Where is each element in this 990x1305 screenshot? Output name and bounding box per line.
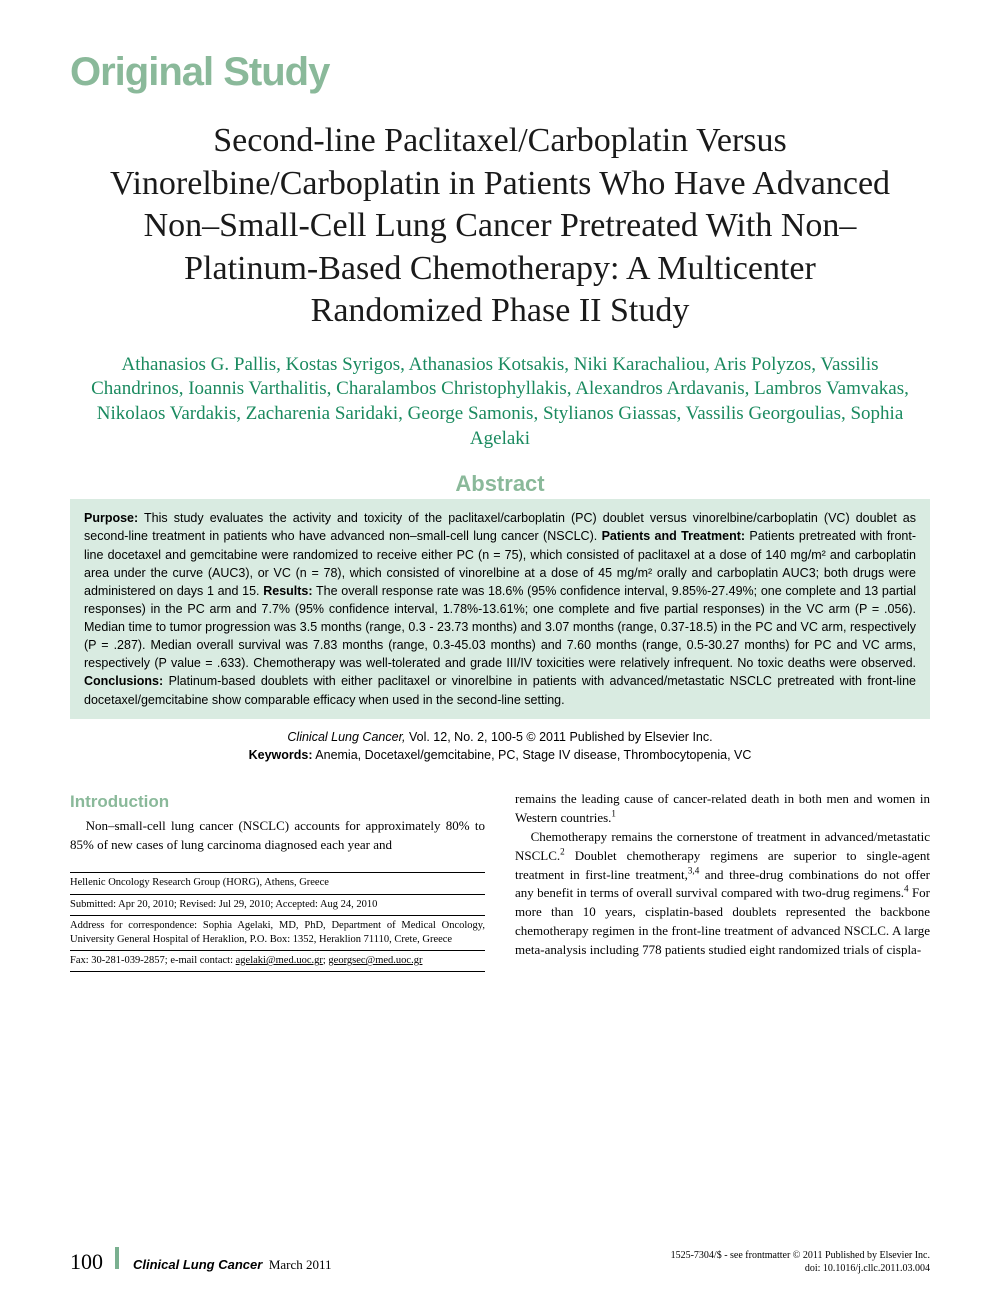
ref-34: 3,4 xyxy=(688,865,699,875)
abstract-results-label: Results: xyxy=(263,584,312,598)
keywords-label: Keywords: xyxy=(249,748,313,762)
abstract-box: Purpose: This study evaluates the activi… xyxy=(70,499,930,718)
copyright-line-2: doi: 10.1016/j.cllc.2011.03.004 xyxy=(671,1262,930,1275)
left-column: Introduction Non–small-cell lung cancer … xyxy=(70,790,485,972)
article-title: Second-line Paclitaxel/Carboplatin Versu… xyxy=(100,120,900,333)
col2-paragraph-2: Chemotherapy remains the cornerstone of … xyxy=(515,828,930,960)
abstract-heading: Abstract xyxy=(70,471,930,497)
footnote-dates: Submitted: Apr 20, 2010; Revised: Jul 29… xyxy=(70,895,485,916)
page-number: 100 xyxy=(70,1249,103,1274)
abstract-purpose-label: Purpose: xyxy=(84,511,138,525)
citation-line: Clinical Lung Cancer, Vol. 12, No. 2, 10… xyxy=(70,729,930,747)
copyright-line-1: 1525-7304/$ - see frontmatter © 2011 Pub… xyxy=(671,1249,930,1262)
footnote-contact: Fax: 30-281-039-2857; e-mail contact: ag… xyxy=(70,951,485,972)
footer-journal-name: Clinical Lung Cancer xyxy=(133,1257,262,1272)
footer-copyright: 1525-7304/$ - see frontmatter © 2011 Pub… xyxy=(671,1249,930,1275)
keywords-line: Keywords: Anemia, Docetaxel/gemcitabine,… xyxy=(70,748,930,762)
email-link-2[interactable]: georgsec@med.uoc.gr xyxy=(328,955,422,966)
abstract-conclusions-label: Conclusions: xyxy=(84,674,163,688)
citation-journal: Clinical Lung Cancer, xyxy=(287,730,405,744)
footer-journal: Clinical Lung Cancer March 2011 xyxy=(133,1257,332,1273)
article-type-label: Original Study xyxy=(70,50,930,95)
body-columns: Introduction Non–small-cell lung cancer … xyxy=(70,790,930,972)
footer-issue-date: March 2011 xyxy=(269,1257,332,1272)
footnote-correspondence: Address for correspondence: Sophia Agela… xyxy=(70,916,485,951)
author-list: Athanasios G. Pallis, Kostas Syrigos, At… xyxy=(90,353,910,452)
ref-1: 1 xyxy=(611,809,616,819)
abstract-conclusions-text: Platinum-based doublets with either pacl… xyxy=(84,674,916,706)
email-link-1[interactable]: agelaki@med.uoc.gr xyxy=(236,955,323,966)
col2-p1-text: remains the leading cause of cancer-rela… xyxy=(515,791,930,825)
introduction-heading: Introduction xyxy=(70,790,485,815)
abstract-patients-label: Patients and Treatment: xyxy=(602,529,745,543)
footnote-affiliation: Hellenic Oncology Research Group (HORG),… xyxy=(70,873,485,894)
col2-paragraph-1: remains the leading cause of cancer-rela… xyxy=(515,790,930,828)
intro-paragraph-1: Non–small-cell lung cancer (NSCLC) accou… xyxy=(70,817,485,855)
keywords-text: Anemia, Docetaxel/gemcitabine, PC, Stage… xyxy=(313,748,752,762)
page-number-bar-icon xyxy=(115,1247,119,1269)
right-column: remains the leading cause of cancer-rela… xyxy=(515,790,930,972)
citation-vol: Vol. 12, No. 2, 100-5 © 2011 Published b… xyxy=(406,730,713,744)
footer-left: 100 Clinical Lung Cancer March 2011 xyxy=(70,1247,332,1275)
page-footer: 100 Clinical Lung Cancer March 2011 1525… xyxy=(70,1247,930,1275)
footnote-box: Hellenic Oncology Research Group (HORG),… xyxy=(70,872,485,972)
page-number-wrap: 100 xyxy=(70,1249,103,1275)
footnote-contact-prefix: Fax: 30-281-039-2857; e-mail contact: xyxy=(70,955,236,966)
